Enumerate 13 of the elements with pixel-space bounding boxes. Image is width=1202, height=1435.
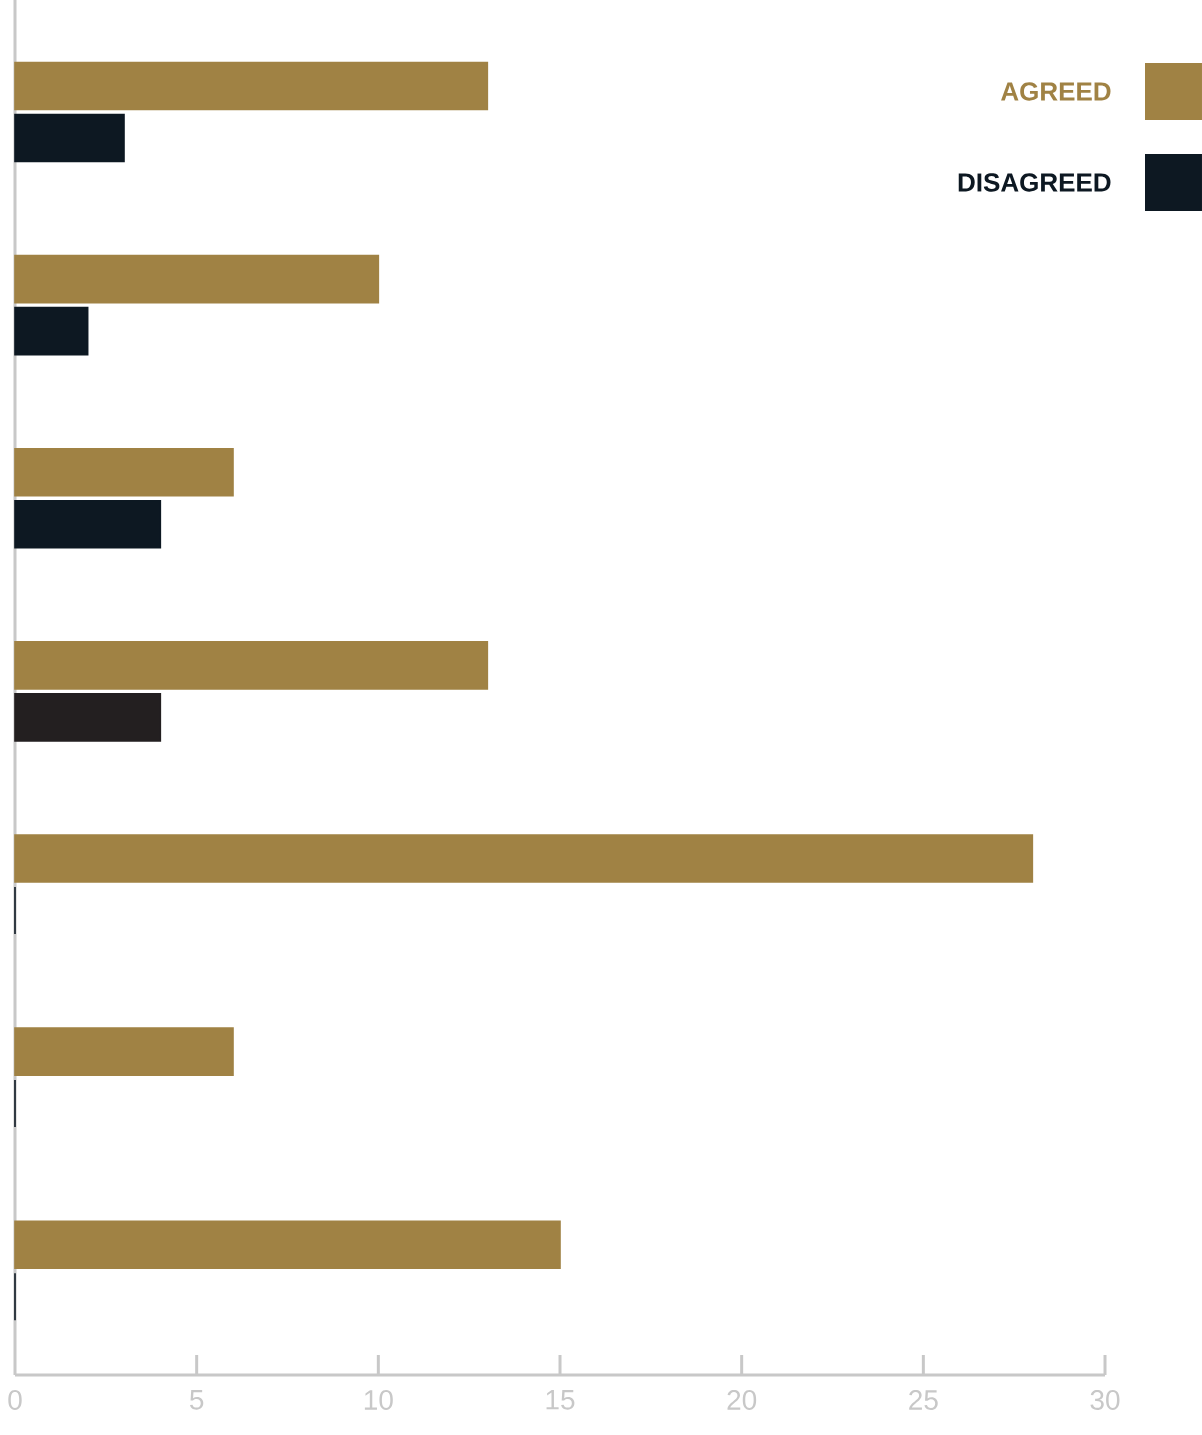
bar xyxy=(14,834,1034,883)
bar xyxy=(14,306,89,356)
bar xyxy=(14,113,125,163)
bar xyxy=(14,641,489,690)
bar xyxy=(14,447,234,497)
bar xyxy=(14,1220,561,1270)
bar xyxy=(14,1027,234,1076)
bar xyxy=(14,61,489,111)
bar xyxy=(14,254,380,304)
legend-label: DISAGREED xyxy=(958,173,1111,192)
legend-label: AGREED xyxy=(1001,82,1111,101)
bar xyxy=(14,693,162,742)
bar xyxy=(14,499,162,549)
